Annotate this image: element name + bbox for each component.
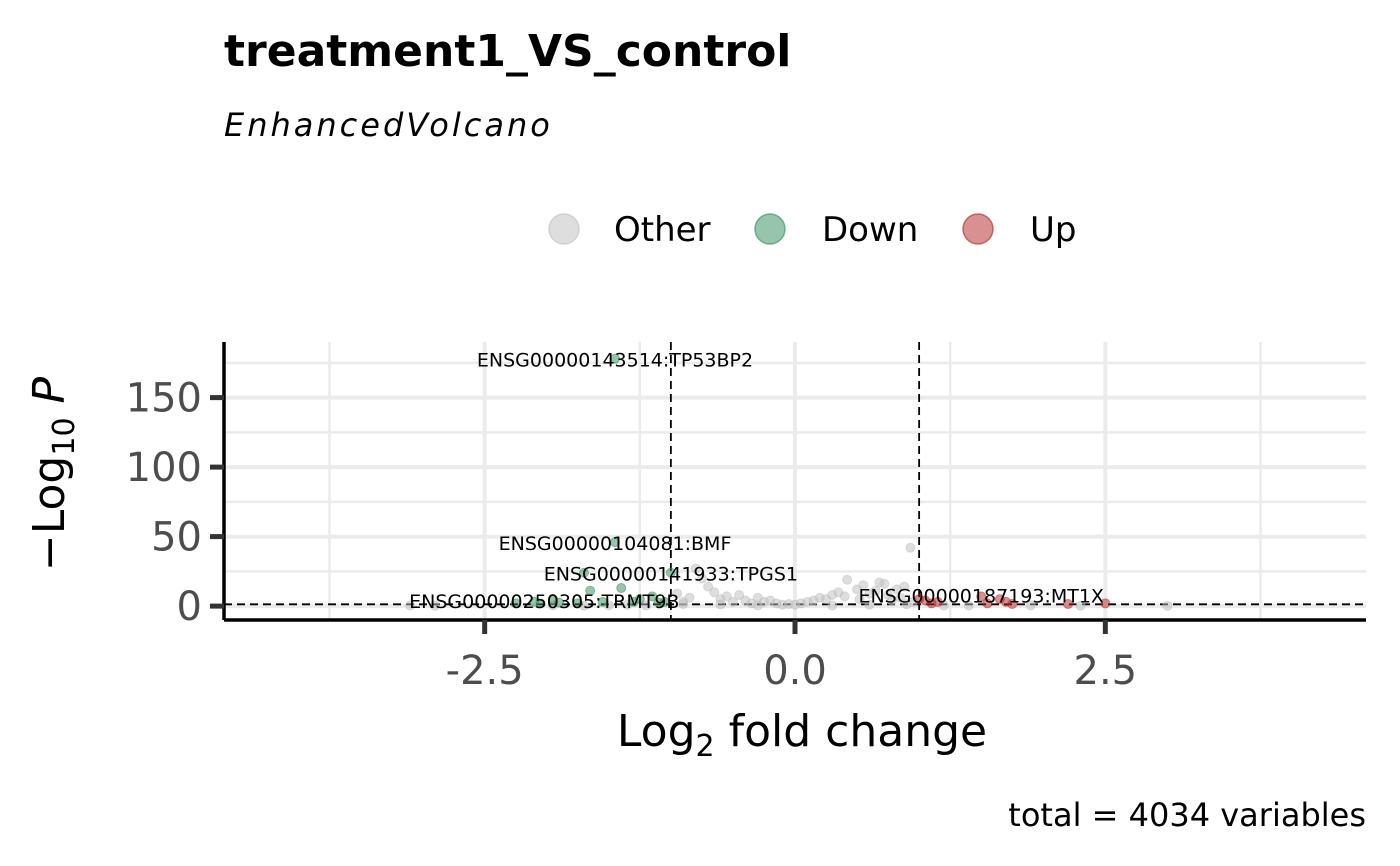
point-other: [703, 581, 714, 592]
point-up: [1100, 598, 1111, 609]
chart-subtitle: EnhancedVolcano: [224, 106, 553, 144]
gene-label: ENSG00000187193:MT1X: [858, 585, 1103, 607]
point-up: [914, 594, 925, 605]
legend-key-down: [754, 213, 786, 245]
x-tick-label: -2.5: [446, 648, 524, 694]
legend-key-other: [548, 213, 580, 245]
point-other: [854, 594, 865, 605]
gene-label: ENSG00000250305:TRMT9B: [409, 591, 679, 613]
point-down: [585, 585, 596, 596]
gene-labels: ENSG00000143514:TP53BP2 ENSG00000104081:B…: [409, 350, 1104, 613]
point-down: [572, 598, 583, 609]
y-tick-label: 100: [126, 445, 202, 491]
point-up: [976, 591, 987, 602]
point-other: [684, 592, 695, 603]
point-other: [901, 599, 912, 610]
point-down: [616, 583, 627, 594]
point-other: [899, 581, 910, 592]
point-other: [678, 599, 689, 610]
legend-key-up: [962, 213, 994, 245]
point-up: [932, 596, 943, 607]
point-down: [578, 567, 589, 578]
cutoff-lines: [224, 342, 1366, 620]
y-tick-label: 0: [177, 584, 202, 630]
point-other: [672, 588, 683, 599]
point-other: [1075, 600, 1086, 611]
tick-labels: -2.5 0.0 2.5 0 50 100 150: [126, 376, 1137, 694]
point-other: [895, 592, 906, 603]
y-tick-label: 50: [151, 515, 202, 561]
point-other: [879, 578, 890, 589]
x-axis-title: Log2 fold change: [617, 706, 987, 764]
point-other: [1162, 600, 1173, 611]
point-down: [628, 596, 639, 607]
y-tick-label: 150: [126, 376, 202, 422]
legend: Other Down Up: [548, 210, 1076, 250]
point-other: [696, 573, 707, 584]
point-other: [752, 600, 763, 611]
point-other: [727, 596, 738, 607]
point-down: [535, 598, 546, 609]
point-other: [905, 542, 916, 553]
caption: total = 4034 variables: [1008, 796, 1366, 834]
point-other: [709, 587, 720, 598]
grid: [224, 342, 1366, 620]
point-other: [858, 580, 869, 591]
point-down: [610, 353, 621, 364]
point-other: [405, 600, 416, 611]
point-other: [641, 600, 652, 611]
point-up: [982, 598, 993, 609]
point-other: [1025, 600, 1036, 611]
point-down: [610, 537, 621, 548]
point-down: [510, 598, 521, 609]
point-up: [1063, 599, 1074, 610]
legend-label-other: Other: [614, 210, 711, 250]
point-other: [839, 591, 850, 602]
gene-label: ENSG00000143514:TP53BP2: [477, 350, 753, 372]
point-down: [659, 596, 670, 607]
point-other: [870, 585, 881, 596]
point-down: [597, 596, 608, 607]
point-other: [827, 600, 838, 611]
point-other: [430, 600, 441, 611]
gene-label: ENSG00000104081:BMF: [499, 533, 732, 555]
point-other: [842, 574, 853, 585]
chart-title: treatment1_VS_control: [224, 26, 791, 77]
legend-label-up: Up: [1030, 210, 1076, 250]
legend-label-down: Down: [822, 210, 918, 250]
point-other: [963, 600, 974, 611]
y-axis-title: −Log10 P: [24, 376, 82, 571]
data-points: [405, 353, 1173, 611]
point-other: [734, 589, 745, 600]
x-tick-label: 2.5: [1074, 648, 1138, 694]
point-other: [690, 563, 701, 574]
point-other: [886, 595, 897, 606]
gene-label: ENSG00000141933:TPGS1: [544, 564, 798, 586]
point-up: [1007, 599, 1018, 610]
point-other: [721, 591, 732, 602]
point-other: [864, 599, 875, 610]
point-down: [665, 567, 676, 578]
point-down: [554, 597, 565, 608]
point-down: [647, 591, 658, 602]
x-tick-label: 0.0: [763, 648, 827, 694]
point-other: [715, 599, 726, 610]
